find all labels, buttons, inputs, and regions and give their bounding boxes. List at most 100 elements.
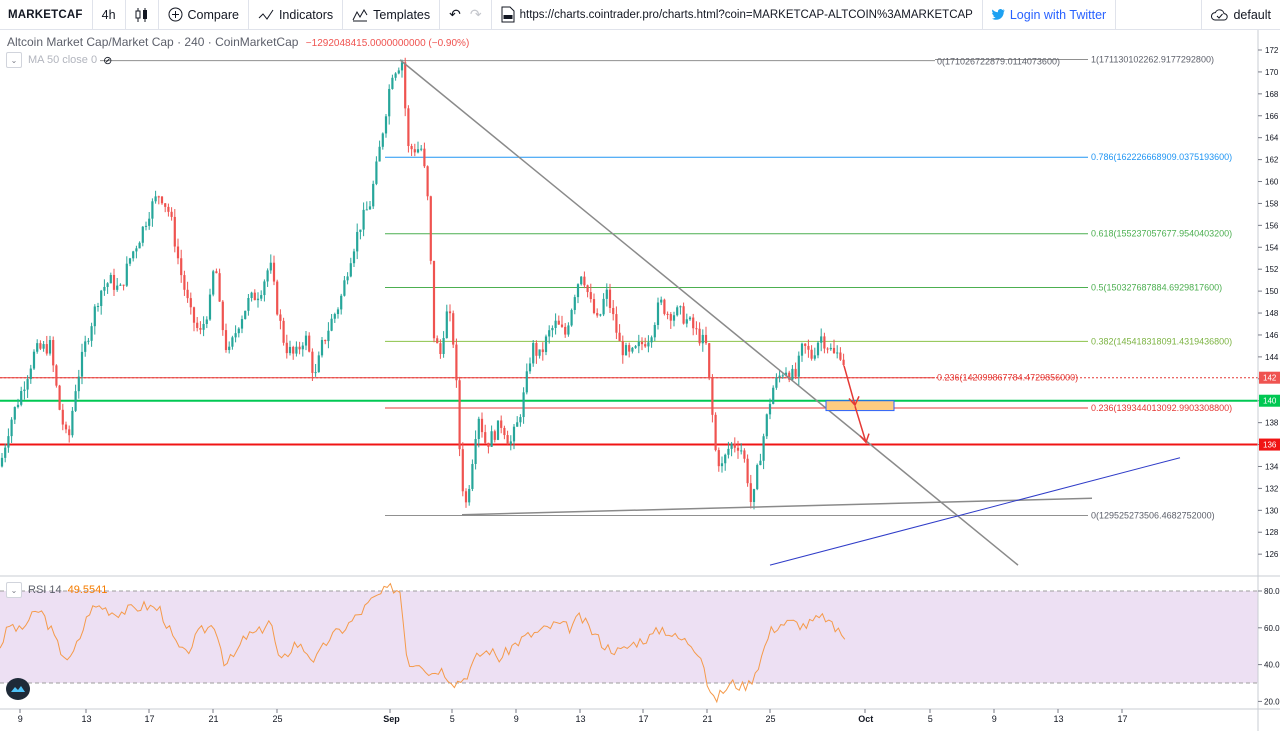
redo-button[interactable]: ↷ bbox=[470, 0, 491, 29]
ma-legend: ⌄ MA 50 close 0 ⊘ bbox=[6, 52, 112, 68]
candle-body bbox=[237, 328, 240, 334]
arrow-1-head bbox=[848, 396, 860, 407]
toolbar-divider bbox=[157, 0, 159, 29]
candle-body bbox=[74, 391, 77, 411]
candle-body bbox=[624, 345, 628, 356]
candle-body bbox=[144, 225, 148, 227]
candle-body bbox=[128, 258, 132, 264]
candle-body bbox=[330, 318, 333, 331]
candle-body bbox=[653, 325, 656, 338]
collapse-rsi-button[interactable]: ⌄ bbox=[6, 582, 22, 598]
flat-trendline bbox=[461, 497, 1093, 516]
candle-body bbox=[13, 407, 16, 420]
candle-body bbox=[455, 344, 458, 381]
candle-body bbox=[420, 148, 423, 150]
candle-body bbox=[500, 420, 503, 428]
candle-body bbox=[535, 343, 538, 356]
candle-body bbox=[116, 285, 119, 290]
candle-body bbox=[541, 349, 544, 353]
interval-button[interactable]: 4h bbox=[101, 7, 116, 22]
undo-button[interactable]: ↶ bbox=[440, 0, 470, 29]
layout-button[interactable]: default bbox=[1202, 0, 1280, 29]
candle-body bbox=[525, 371, 528, 393]
candle-body bbox=[605, 289, 608, 299]
candle-body bbox=[573, 297, 576, 310]
candle-body bbox=[708, 343, 711, 378]
candle-body bbox=[778, 375, 781, 378]
candle-body bbox=[48, 340, 52, 354]
candle-body bbox=[58, 385, 61, 410]
arrow-2-head bbox=[859, 433, 870, 444]
candle-body bbox=[554, 320, 557, 328]
candle-body bbox=[356, 231, 359, 252]
candle-body bbox=[298, 346, 301, 350]
candle-body bbox=[410, 146, 413, 150]
candle-body bbox=[720, 463, 724, 467]
candle-body bbox=[631, 347, 634, 352]
candle-body bbox=[109, 274, 112, 284]
time-tick-label: 17 bbox=[145, 714, 155, 724]
candle-body bbox=[317, 355, 320, 373]
chart-type-button[interactable] bbox=[126, 0, 158, 29]
rsi-tick-label: 80.0 bbox=[1264, 587, 1280, 596]
candle-body bbox=[138, 242, 141, 249]
toolbar-divider bbox=[124, 0, 126, 29]
login-twitter-button[interactable]: Login with Twitter bbox=[983, 0, 1115, 29]
candle-body bbox=[199, 327, 202, 330]
candle-body bbox=[250, 292, 253, 299]
candle-body bbox=[679, 306, 682, 308]
candle-body bbox=[218, 273, 221, 302]
candle-body bbox=[544, 336, 548, 353]
candle-body bbox=[733, 443, 736, 448]
price-tick-label: 168 bbox=[1265, 90, 1279, 99]
candle-body bbox=[717, 450, 720, 467]
rsi-value: 49.5541 bbox=[67, 584, 108, 596]
url-field[interactable]: https://charts.cointrader.pro/charts.htm… bbox=[492, 0, 982, 29]
candle-body bbox=[292, 346, 295, 354]
candle-body bbox=[55, 365, 58, 386]
candle-body bbox=[263, 281, 266, 296]
candle-body bbox=[205, 319, 208, 324]
legend-title: Altcoin Market Cap/Market Cap · 240 · Co… bbox=[7, 35, 299, 49]
price-badge bbox=[1259, 394, 1280, 407]
time-tick-label: 21 bbox=[703, 714, 713, 724]
fib-label-236b: 0.236(139344013092.9903308800) bbox=[1091, 403, 1232, 413]
candle-body bbox=[378, 146, 381, 162]
fib-label-236a: 0.236(142099867784.4729856000) bbox=[937, 373, 1078, 383]
fib-label-382: 0.382(145418318091.4319436800) bbox=[1091, 336, 1232, 346]
candle-body bbox=[183, 275, 186, 290]
candle-body bbox=[45, 344, 48, 354]
hidden-eye-icon[interactable]: ⊘ bbox=[103, 54, 113, 67]
candle-body bbox=[16, 404, 20, 408]
time-tick-label: 17 bbox=[1118, 714, 1128, 724]
candle-body bbox=[650, 337, 653, 343]
logo-icon[interactable] bbox=[6, 678, 30, 700]
price-tick-label: 148 bbox=[1265, 309, 1279, 318]
indicators-button[interactable]: Indicators bbox=[249, 0, 342, 29]
candle-body bbox=[621, 341, 624, 356]
candle-body bbox=[400, 62, 404, 71]
candle-body bbox=[640, 341, 644, 345]
collapse-legend-button[interactable]: ⌄ bbox=[6, 52, 22, 68]
candle-body bbox=[522, 392, 525, 418]
candle-body bbox=[464, 491, 468, 503]
candle-body bbox=[551, 327, 554, 331]
candle-body bbox=[714, 414, 717, 451]
price-badge bbox=[1259, 438, 1280, 451]
chart-area[interactable]: 0(171026722879.0114073600) 1(171130102262… bbox=[0, 30, 1280, 731]
candle-body bbox=[160, 196, 164, 204]
time-tick-label: 9 bbox=[514, 714, 519, 724]
candle-body bbox=[634, 346, 637, 348]
candle-body bbox=[80, 351, 84, 377]
candle-body bbox=[7, 436, 10, 448]
templates-button[interactable]: Templates bbox=[343, 0, 439, 29]
candle-body bbox=[20, 391, 23, 405]
candle-body bbox=[692, 317, 695, 329]
compare-button[interactable]: Compare bbox=[159, 0, 248, 29]
toolbar-divider bbox=[1115, 0, 1117, 29]
symbol-search[interactable]: MARKETCAF bbox=[8, 8, 83, 21]
candle-body bbox=[167, 206, 170, 212]
candle-body bbox=[727, 448, 730, 455]
candle-body bbox=[608, 289, 612, 308]
candle-body bbox=[548, 330, 551, 337]
